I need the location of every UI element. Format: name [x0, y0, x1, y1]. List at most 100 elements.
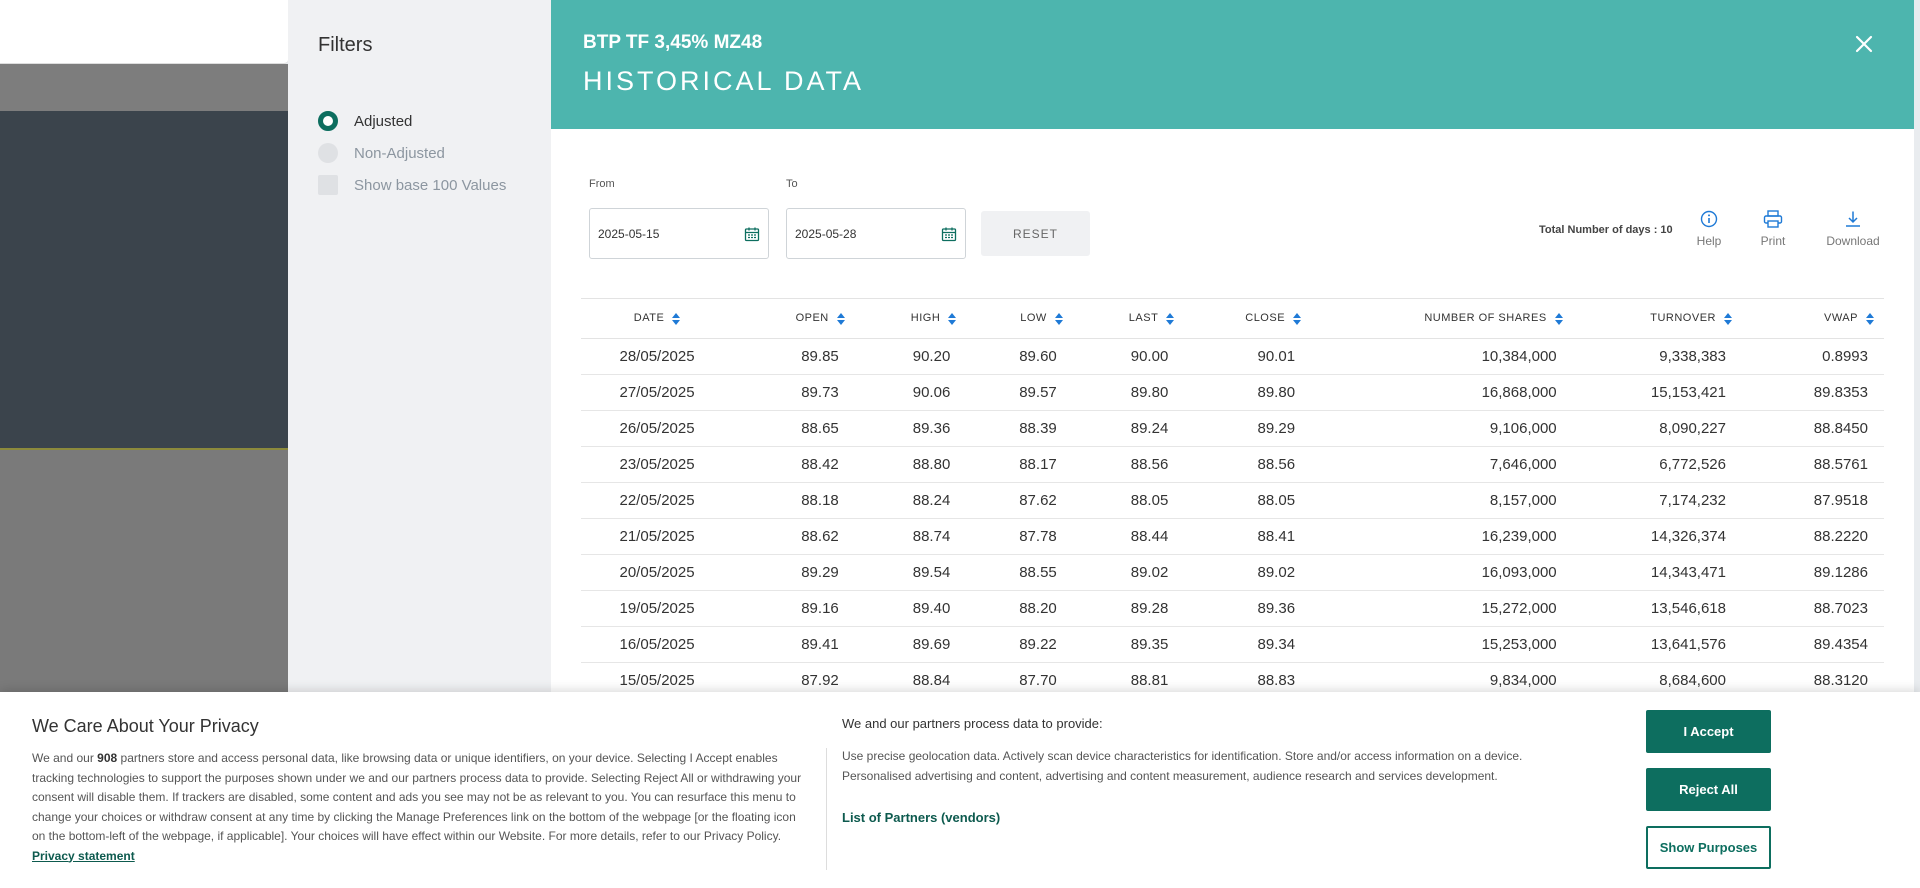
- table-cell: 89.85: [733, 338, 855, 375]
- table-cell: 88.3120: [1741, 662, 1884, 692]
- sort-icon[interactable]: [948, 312, 957, 325]
- radio-non-adjusted[interactable]: Non-Adjusted: [318, 143, 445, 163]
- table-cell: 89.69: [854, 626, 967, 663]
- table-cell: 90.01: [1184, 338, 1312, 375]
- sort-icon[interactable]: [1054, 312, 1063, 325]
- table-cell: 87.92: [733, 662, 855, 692]
- reject-all-button[interactable]: Reject All: [1646, 768, 1771, 811]
- sort-icon[interactable]: [1166, 312, 1175, 325]
- column-header-shares[interactable]: NUMBER OF SHARES: [1311, 298, 1573, 339]
- cookie-banner: We Care About Your Privacy We and our 90…: [0, 692, 1920, 888]
- table-cell: 89.8353: [1741, 374, 1884, 411]
- print-button[interactable]: Print: [1741, 210, 1805, 248]
- sort-icon[interactable]: [1866, 312, 1874, 325]
- table-cell: 87.9518: [1741, 482, 1884, 519]
- column-header-vwap[interactable]: VWAP: [1741, 298, 1884, 339]
- radio-adjusted-label: Adjusted: [354, 112, 413, 130]
- table-cell: 88.18: [733, 482, 855, 519]
- table-cell: 89.40: [854, 590, 967, 627]
- calendar-icon[interactable]: [744, 226, 760, 242]
- table-cell: 88.83: [1184, 662, 1312, 692]
- radio-unselected-icon[interactable]: [318, 143, 338, 163]
- background-divider: [0, 448, 288, 450]
- help-button[interactable]: Help: [1677, 210, 1741, 248]
- table-cell: 14,326,374: [1572, 518, 1742, 555]
- cookie-text: We and our 908 partners store and access…: [32, 751, 802, 863]
- sort-icon[interactable]: [836, 312, 845, 325]
- table-cell: 87.78: [966, 518, 1073, 555]
- table-cell: 0.8993: [1741, 338, 1884, 375]
- historical-data-modal: BTP TF 3,45% MZ48 HISTORICAL DATA From 2…: [551, 0, 1914, 692]
- info-icon[interactable]: [1700, 210, 1718, 228]
- table-cell: 89.57: [966, 374, 1073, 411]
- column-header-close[interactable]: CLOSE: [1184, 298, 1312, 339]
- column-header-turnover[interactable]: TURNOVER: [1572, 298, 1742, 339]
- download-icon[interactable]: [1844, 210, 1862, 228]
- column-header-high[interactable]: HIGH: [854, 298, 967, 339]
- table-cell: 23/05/2025: [581, 446, 734, 483]
- column-header-last[interactable]: LAST: [1072, 298, 1185, 339]
- download-button[interactable]: Download: [1821, 210, 1885, 248]
- table-cell: 88.05: [1072, 482, 1185, 519]
- table-cell: 88.80: [854, 446, 967, 483]
- sort-icon[interactable]: [1723, 312, 1732, 325]
- table-row: 26/05/2025 88.65 89.36 88.39 89.24 89.29 9,106…: [581, 410, 1884, 447]
- close-button[interactable]: [1850, 30, 1878, 58]
- column-header-low[interactable]: LOW: [966, 298, 1073, 339]
- show-purposes-button[interactable]: Show Purposes: [1646, 826, 1771, 869]
- from-label: From: [589, 178, 615, 190]
- table-cell: 88.44: [1072, 518, 1185, 555]
- table-cell: 16/05/2025: [581, 626, 734, 663]
- instrument-name: BTP TF 3,45% MZ48: [583, 32, 763, 53]
- background-strip: [0, 64, 288, 111]
- table-cell: 90.00: [1072, 338, 1185, 375]
- table-cell: 21/05/2025: [581, 518, 734, 555]
- table-cell: 88.84: [854, 662, 967, 692]
- background-header: [0, 0, 288, 64]
- privacy-statement-link[interactable]: Privacy statement: [32, 848, 135, 863]
- table-cell: 9,338,383: [1572, 338, 1742, 375]
- cookie-subtitle: We and our partners process data to prov…: [842, 716, 1103, 731]
- table-cell: 89.80: [1184, 374, 1312, 411]
- table-cell: 9,834,000: [1311, 662, 1573, 692]
- table-cell: 88.74: [854, 518, 967, 555]
- table-cell: 89.29: [1184, 410, 1312, 447]
- checkbox-base-100[interactable]: Show base 100 Values: [318, 175, 506, 195]
- table-cell: 88.81: [1072, 662, 1185, 692]
- table-row: 20/05/2025 89.29 89.54 88.55 89.02 89.02 16,09…: [581, 554, 1884, 591]
- filters-title: Filters: [318, 34, 373, 56]
- to-date-value: 2025-05-28: [795, 226, 857, 241]
- column-header-open[interactable]: OPEN: [733, 298, 855, 339]
- sort-icon[interactable]: [672, 312, 681, 325]
- table-cell: 90.06: [854, 374, 967, 411]
- table-cell: 15/05/2025: [581, 662, 734, 692]
- table-row: 27/05/2025 89.73 90.06 89.57 89.80 89.80 16,86…: [581, 374, 1884, 411]
- radio-selected-icon[interactable]: [318, 111, 338, 131]
- calendar-icon[interactable]: [941, 226, 957, 242]
- table-cell: 8,157,000: [1311, 482, 1573, 519]
- to-label: To: [786, 178, 798, 190]
- accept-button[interactable]: I Accept: [1646, 710, 1771, 753]
- close-icon[interactable]: [1850, 30, 1878, 58]
- table-cell: 16,093,000: [1311, 554, 1573, 591]
- print-icon[interactable]: [1763, 210, 1783, 228]
- radio-adjusted[interactable]: Adjusted: [318, 111, 412, 131]
- table-cell: 88.7023: [1741, 590, 1884, 627]
- table-cell: 87.70: [966, 662, 1073, 692]
- reset-button[interactable]: RESET: [981, 211, 1090, 256]
- table-cell: 89.02: [1184, 554, 1312, 591]
- checkbox-icon[interactable]: [318, 175, 338, 195]
- to-date-input[interactable]: 2025-05-28: [786, 208, 966, 259]
- table-cell: 88.56: [1072, 446, 1185, 483]
- partners-link[interactable]: List of Partners (vendors): [842, 810, 1001, 825]
- table-cell: 89.73: [733, 374, 855, 411]
- table-header-row: DATE OPEN HIGH LOW LAST CLOSE NUMBER OF …: [581, 298, 1884, 339]
- cookie-divider: [826, 748, 827, 870]
- table-cell: 88.05: [1184, 482, 1312, 519]
- table-body: 28/05/2025 89.85 90.20 89.60 90.00 90.01 10,38…: [581, 338, 1884, 692]
- sort-icon[interactable]: [1293, 312, 1302, 325]
- table-cell: 89.16: [733, 590, 855, 627]
- from-date-input[interactable]: 2025-05-15: [589, 208, 769, 259]
- sort-icon[interactable]: [1554, 312, 1563, 325]
- column-header-date[interactable]: DATE: [581, 298, 734, 339]
